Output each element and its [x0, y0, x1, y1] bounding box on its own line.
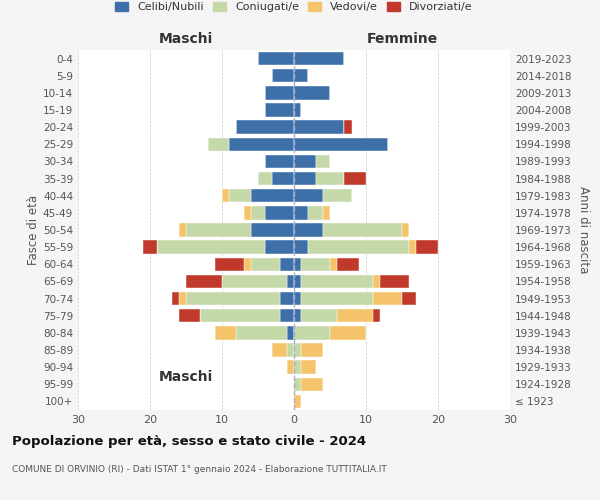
- Bar: [323, 206, 330, 220]
- Bar: [294, 206, 308, 220]
- Y-axis label: Fasce di età: Fasce di età: [27, 195, 40, 265]
- Text: Maschi: Maschi: [159, 32, 213, 46]
- Bar: [402, 224, 409, 236]
- Bar: [294, 292, 301, 306]
- Bar: [294, 52, 344, 66]
- Bar: [294, 394, 301, 408]
- Bar: [301, 360, 316, 374]
- Bar: [179, 292, 186, 306]
- Bar: [373, 292, 402, 306]
- Bar: [222, 189, 229, 202]
- Bar: [157, 240, 265, 254]
- Bar: [337, 309, 373, 322]
- Bar: [330, 326, 366, 340]
- Bar: [409, 240, 416, 254]
- Bar: [251, 224, 294, 236]
- Bar: [294, 224, 323, 236]
- Bar: [236, 120, 294, 134]
- Legend: Celibi/Nubili, Coniugati/e, Vedovi/e, Divorziati/e: Celibi/Nubili, Coniugati/e, Vedovi/e, Di…: [112, 0, 476, 16]
- Bar: [294, 274, 301, 288]
- Bar: [258, 172, 272, 186]
- Bar: [265, 206, 294, 220]
- Bar: [294, 86, 330, 100]
- Bar: [251, 258, 280, 271]
- Bar: [236, 326, 287, 340]
- Bar: [301, 309, 337, 322]
- Bar: [330, 258, 337, 271]
- Bar: [172, 292, 179, 306]
- Bar: [301, 258, 330, 271]
- Bar: [251, 189, 294, 202]
- Bar: [344, 120, 352, 134]
- Bar: [272, 344, 287, 356]
- Bar: [258, 52, 294, 66]
- Bar: [380, 274, 409, 288]
- Bar: [179, 224, 186, 236]
- Bar: [265, 86, 294, 100]
- Bar: [294, 326, 330, 340]
- Text: Popolazione per età, sesso e stato civile - 2024: Popolazione per età, sesso e stato civil…: [12, 435, 366, 448]
- Bar: [186, 224, 251, 236]
- Bar: [294, 69, 308, 82]
- Bar: [373, 274, 380, 288]
- Bar: [294, 240, 308, 254]
- Bar: [301, 344, 323, 356]
- Bar: [265, 104, 294, 117]
- Bar: [294, 378, 301, 391]
- Text: Maschi: Maschi: [159, 370, 213, 384]
- Bar: [179, 309, 200, 322]
- Bar: [323, 189, 352, 202]
- Y-axis label: Anni di nascita: Anni di nascita: [577, 186, 590, 274]
- Bar: [294, 189, 323, 202]
- Bar: [280, 258, 294, 271]
- Bar: [294, 104, 301, 117]
- Bar: [373, 309, 380, 322]
- Bar: [294, 360, 301, 374]
- Bar: [186, 274, 222, 288]
- Bar: [402, 292, 416, 306]
- Bar: [229, 138, 294, 151]
- Bar: [244, 206, 251, 220]
- Bar: [215, 258, 244, 271]
- Bar: [316, 172, 344, 186]
- Bar: [308, 240, 409, 254]
- Bar: [229, 189, 251, 202]
- Bar: [215, 326, 236, 340]
- Bar: [287, 326, 294, 340]
- Bar: [186, 292, 280, 306]
- Bar: [301, 378, 323, 391]
- Bar: [143, 240, 157, 254]
- Bar: [294, 344, 301, 356]
- Bar: [287, 344, 294, 356]
- Bar: [344, 172, 366, 186]
- Bar: [280, 309, 294, 322]
- Bar: [294, 309, 301, 322]
- Bar: [265, 154, 294, 168]
- Bar: [337, 258, 359, 271]
- Bar: [294, 154, 316, 168]
- Bar: [316, 154, 330, 168]
- Bar: [272, 172, 294, 186]
- Bar: [272, 69, 294, 82]
- Bar: [208, 138, 229, 151]
- Bar: [287, 274, 294, 288]
- Bar: [294, 258, 301, 271]
- Bar: [251, 206, 265, 220]
- Bar: [294, 172, 316, 186]
- Bar: [308, 206, 323, 220]
- Bar: [280, 292, 294, 306]
- Bar: [222, 274, 287, 288]
- Bar: [200, 309, 280, 322]
- Bar: [301, 292, 373, 306]
- Bar: [265, 240, 294, 254]
- Text: COMUNE DI ORVINIO (RI) - Dati ISTAT 1° gennaio 2024 - Elaborazione TUTTITALIA.IT: COMUNE DI ORVINIO (RI) - Dati ISTAT 1° g…: [12, 465, 387, 474]
- Bar: [416, 240, 438, 254]
- Text: Femmine: Femmine: [367, 32, 437, 46]
- Bar: [323, 224, 402, 236]
- Bar: [301, 274, 373, 288]
- Bar: [287, 360, 294, 374]
- Bar: [294, 120, 344, 134]
- Bar: [244, 258, 251, 271]
- Bar: [294, 138, 388, 151]
